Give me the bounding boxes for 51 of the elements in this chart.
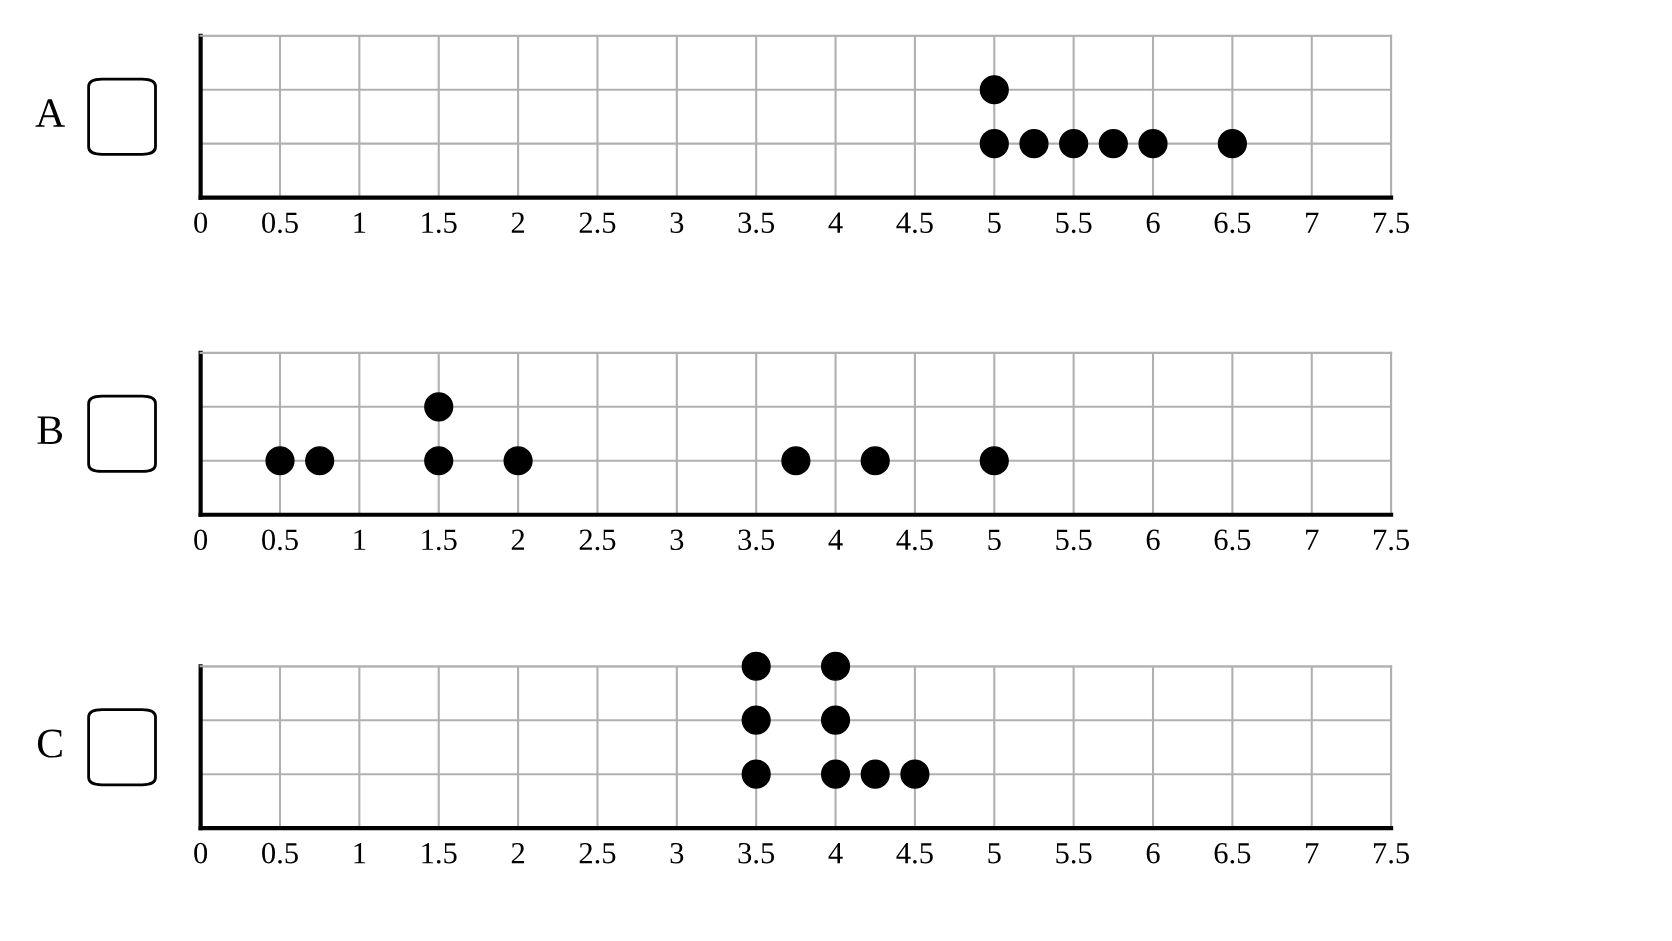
x-tick-label: 2 [511,529,525,550]
x-tick-label: 1.5 [422,843,457,864]
x-tick-label: 6.5 [1214,212,1251,234]
x-tick-label: 6.5 [1214,842,1251,864]
x-tick-label: 3 [670,842,684,864]
x-tick-label: 6 [1146,529,1160,551]
x-tick-label: 7.5 [1374,529,1410,551]
x-tick-label: 2.5 [579,842,616,864]
x-tick-label: 2 [511,212,525,233]
x-tick-label: 1 [354,529,366,550]
x-tick-label: 0.5 [262,842,298,864]
x-tick-label: 7.5 [1374,843,1410,864]
x-tick-label: 3.5 [738,529,775,551]
x-tick-label: 3 [670,529,684,551]
x-tick-label: 5 [988,843,1001,864]
x-tick-label: 7 [1306,529,1319,550]
x-tick-label: 7 [1306,843,1319,864]
x-tick-label: 2.5 [579,529,616,551]
x-tick-label: 0 [194,212,208,233]
x-tick-label: 0 [194,842,208,864]
x-tick-label: 7.5 [1374,212,1410,234]
x-tick-label: 4 [828,529,843,550]
x-tick-label: 5.5 [1056,212,1092,234]
y-axis-title: A [35,99,65,127]
x-tick-label: 4 [828,843,843,864]
x-tick-label: 7 [1306,212,1319,233]
x-tick-label: 6 [1146,212,1160,233]
x-tick-label: 2 [511,842,525,864]
x-tick-label: 3 [670,212,684,233]
x-tick-label: 5.5 [1056,843,1092,864]
x-tick-label: 3.5 [738,212,775,234]
y-axis-title: C [37,729,62,758]
x-tick-label: 0.5 [262,212,298,234]
x-tick-label: 1.5 [422,529,457,551]
x-tick-label: 6 [1146,842,1160,864]
x-tick-label: 1 [354,843,366,864]
x-tick-label: 0 [194,529,208,551]
x-tick-label: 1 [354,212,366,233]
x-tick-label: 5 [988,529,1001,551]
x-tick-label: 3.5 [738,842,775,864]
x-tick-label: 5.5 [1056,529,1092,551]
x-tick-label: 6.5 [1214,529,1251,551]
x-tick-label: 4.5 [896,843,933,864]
x-tick-label: 4 [828,212,843,233]
x-tick-label: 5 [988,212,1001,233]
y-axis-title: B [37,416,63,444]
x-tick-label: 2.5 [579,212,616,234]
x-tick-label: 0.5 [262,529,298,551]
x-tick-label: 1.5 [422,212,457,234]
x-tick-label: 4.5 [896,212,933,234]
x-tick-label: 4.5 [896,529,933,551]
